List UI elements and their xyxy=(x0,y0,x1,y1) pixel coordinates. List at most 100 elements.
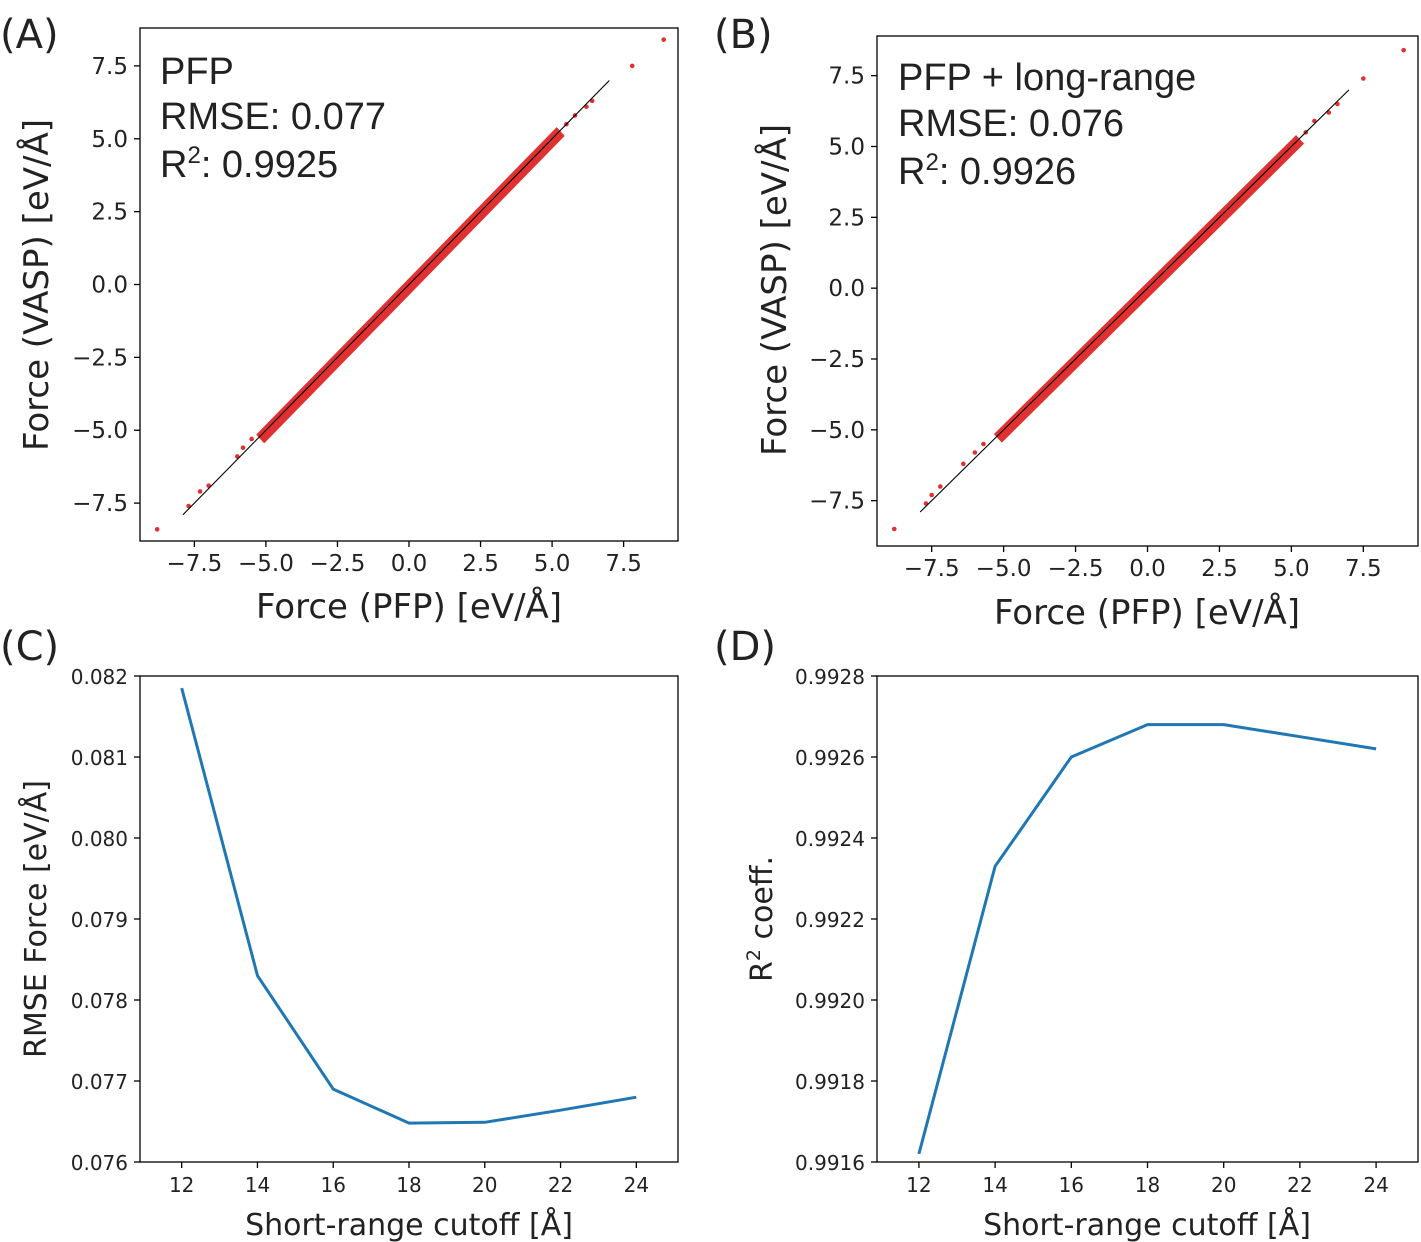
panel-a-xtick-label: 2.5 xyxy=(462,551,499,577)
panel-b-scatter-point xyxy=(938,484,943,489)
panel-c-series-line xyxy=(180,687,637,1125)
panel-d-ylabel-suffix: coeff. xyxy=(745,856,780,949)
panel-a-ytick-label: 7.5 xyxy=(91,54,128,80)
panel-c-ytick-label: 0.081 xyxy=(71,746,128,770)
panel-b-xtick-label: −5.0 xyxy=(976,556,1032,582)
panel-c-ytick-label: 0.076 xyxy=(71,1151,128,1175)
panel-d-series-line xyxy=(917,723,1377,1155)
panel-c-ytick-label: 0.078 xyxy=(71,989,128,1013)
panel-a-label: (A) xyxy=(0,12,59,58)
panel-d-xtick-label: 12 xyxy=(906,1173,931,1197)
panel-c-ytick-label: 0.079 xyxy=(71,908,128,932)
panel-a-xtick-label: −7.5 xyxy=(166,551,222,577)
panel-b-scatter-point xyxy=(1401,47,1406,53)
panel-d-xtick-label: 20 xyxy=(1211,1173,1236,1197)
panel-a-r2-value: : 0.9925 xyxy=(201,144,338,186)
panel-c-x-axis-label: Short-range cutoff [Å] xyxy=(245,1207,573,1242)
panel-d: (D) 12 14 16 18 20 22 24 0.9916 0.9918 0.9920 0.99… xyxy=(714,624,1419,1242)
panel-a-axes: −7.5 −5.0 −2.5 0.0 2.5 5.0 7.5 −7.5 −5.0 −2.5 0.0 2… xyxy=(72,54,642,577)
panel-b-x-axis-label: Force (PFP) [eV/Å] xyxy=(994,592,1300,633)
panel-b-annotation-r2: R2: 0.9926 xyxy=(898,149,1076,193)
panel-c-ytick-label: 0.082 xyxy=(71,665,128,689)
panel-a-scatter-point xyxy=(240,445,246,451)
panel-d-x-axis-label: Short-range cutoff [Å] xyxy=(983,1207,1311,1242)
panel-d-xtick-label: 22 xyxy=(1287,1173,1312,1197)
panel-d-y-axis-label: R2 coeff. xyxy=(743,856,780,982)
panel-d-ytick-label: 0.9918 xyxy=(795,1070,865,1094)
panel-d-xtick-label: 18 xyxy=(1135,1173,1160,1197)
panel-b-reference-line xyxy=(919,89,1350,513)
panel-a-ytick-label: 2.5 xyxy=(91,200,128,226)
panel-c-xtick-label: 16 xyxy=(320,1173,345,1197)
panel-a-xtick-label: 7.5 xyxy=(605,551,642,577)
panel-d-axes: 12 14 16 18 20 22 24 0.9916 0.9918 0.9920 0.9922 0.… xyxy=(795,665,1389,1197)
panel-b-xtick-label: 2.5 xyxy=(1201,556,1238,582)
panel-b-scatter-point xyxy=(1361,76,1366,81)
panel-c-xtick-label: 22 xyxy=(548,1173,573,1197)
panel-a-reference-line xyxy=(182,80,610,516)
panel-b-r2-value: : 0.9926 xyxy=(939,151,1076,193)
panel-b-xtick-label: 7.5 xyxy=(1345,556,1382,582)
panel-d-ytick-label: 0.9926 xyxy=(795,746,865,770)
panel-a-scatter-point xyxy=(629,63,635,69)
panel-a-scatter-point xyxy=(661,37,666,42)
panel-b-scatter-point xyxy=(929,492,934,498)
panel-d-label: (D) xyxy=(714,624,776,670)
panel-a-annotation-rmse: RMSE: 0.077 xyxy=(160,96,386,138)
panel-b-scatter-band xyxy=(993,135,1305,443)
panel-c-ytick-label: 0.080 xyxy=(71,827,128,851)
panel-c-plot-area xyxy=(180,687,637,1125)
panel-d-xtick-label: 14 xyxy=(982,1173,1007,1197)
panel-a-ytick-label: −2.5 xyxy=(72,345,128,371)
panel-b-annotation-rmse: RMSE: 0.076 xyxy=(898,103,1124,145)
panel-d-frame xyxy=(876,675,1419,1163)
panel-a-ytick-label: −7.5 xyxy=(72,491,128,517)
panel-a-xtick-label: 0.0 xyxy=(391,551,428,577)
panel-c-xtick-label: 12 xyxy=(169,1173,194,1197)
panel-a-plot-area xyxy=(154,37,666,532)
panel-b-scatter-point xyxy=(961,461,966,467)
panel-d-ytick-label: 0.9922 xyxy=(795,908,865,932)
panel-b-scatter-point xyxy=(981,441,986,447)
panel-b-ytick-label: 2.5 xyxy=(828,205,865,231)
panel-b-r2-prefix: R xyxy=(898,151,925,193)
panel-c-y-axis-label: RMSE Force [eV/Å] xyxy=(18,780,54,1058)
panel-a-scatter-point xyxy=(154,527,160,532)
panel-b-xtick-label: 0.0 xyxy=(1129,556,1166,582)
panel-d-xtick-label: 16 xyxy=(1059,1173,1084,1197)
panel-a-xtick-label: −2.5 xyxy=(310,551,366,577)
panel-c-xtick-label: 18 xyxy=(396,1173,421,1197)
panel-a-annotation-name: PFP xyxy=(160,51,234,93)
panel-b-scatter-point xyxy=(891,526,897,532)
panel-b-ytick-label: −5.0 xyxy=(809,418,865,444)
panel-c-xtick-label: 14 xyxy=(245,1173,270,1197)
panel-b-annotation-name: PFP + long-range xyxy=(898,57,1196,99)
panel-a-x-axis-label: Force (PFP) [eV/Å] xyxy=(256,586,562,627)
panel-c: (C) 12 14 16 18 20 22 24 0.076 0.077 0.078 0.079 0.… xyxy=(0,624,679,1242)
panel-b-r2-sup: 2 xyxy=(925,149,938,176)
panel-c-label: (C) xyxy=(0,624,59,670)
panel-a-ytick-label: 5.0 xyxy=(91,127,128,153)
panel-d-ytick-label: 0.9916 xyxy=(795,1151,865,1175)
panel-c-ytick-label: 0.077 xyxy=(71,1070,128,1094)
panel-a-scatter-point xyxy=(197,489,203,494)
panel-a-r2-sup: 2 xyxy=(187,142,200,169)
panel-c-xtick-label: 20 xyxy=(472,1173,497,1197)
panel-b-label: (B) xyxy=(714,12,773,58)
panel-a: (A) −7.5 −5.0 −2.5 0.0 2.5 5.0 7.5 −7.5 −5.0 −2.5… xyxy=(0,12,679,627)
panel-a-xtick-label: −5.0 xyxy=(238,551,294,577)
panel-b-plot-area xyxy=(891,47,1406,532)
panel-b-axes: −7.5 −5.0 −2.5 0.0 2.5 5.0 7.5 −7.5 −5.0 −2.5 0.0 2… xyxy=(809,64,1381,582)
panel-b-ytick-label: 5.0 xyxy=(828,135,865,161)
panel-a-scatter-point xyxy=(249,436,254,442)
panel-a-annotation-r2: R2: 0.9925 xyxy=(160,142,338,186)
panel-a-scatter-band xyxy=(256,127,565,444)
panel-b-ytick-label: 0.0 xyxy=(828,276,865,302)
panel-d-xtick-label: 24 xyxy=(1363,1173,1388,1197)
panel-d-ytick-label: 0.9920 xyxy=(795,989,865,1013)
panel-b-ytick-label: −2.5 xyxy=(809,347,865,373)
panel-b-ytick-label: −7.5 xyxy=(809,489,865,515)
panel-d-ytick-label: 0.9924 xyxy=(795,827,865,851)
panel-d-ytick-label: 0.9928 xyxy=(795,665,865,689)
